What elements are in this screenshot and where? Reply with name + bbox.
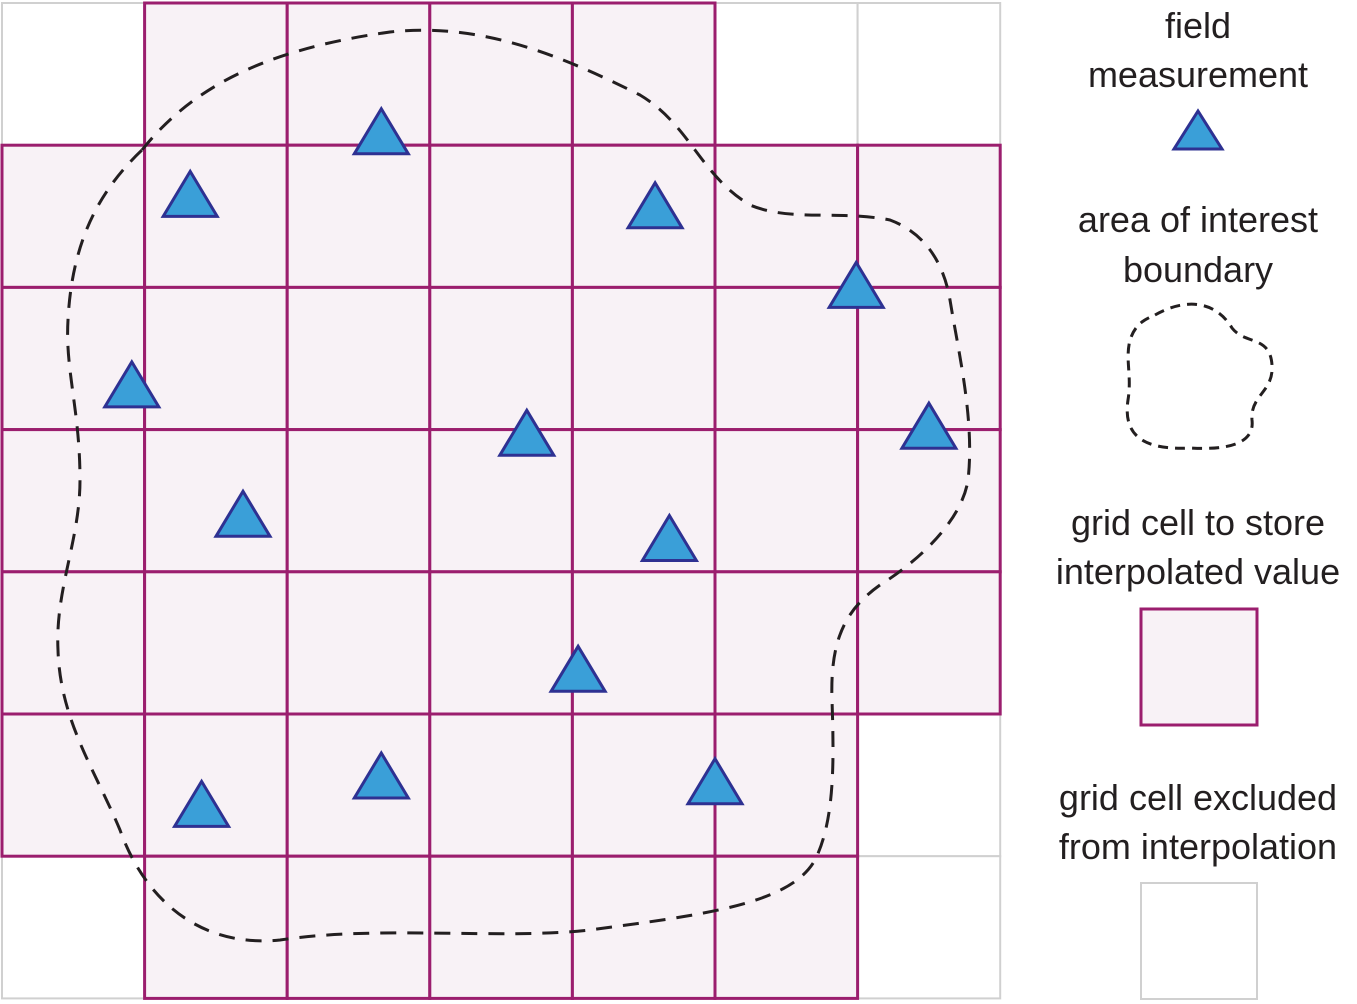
included-grid-cell bbox=[570, 428, 717, 574]
field-measurement-triangle bbox=[351, 105, 411, 156]
triangle-icon bbox=[1171, 108, 1225, 151]
included-grid-cell bbox=[428, 1, 574, 147]
legend-boundary-line1: area of interest bbox=[1078, 199, 1318, 240]
included-grid-cell bbox=[0, 143, 147, 289]
field-measurement-triangle bbox=[826, 259, 886, 309]
field-measurements-layer bbox=[102, 105, 959, 828]
included-grid-cell bbox=[285, 712, 432, 858]
legend-included-cell-line1: grid cell to store bbox=[1071, 502, 1325, 543]
included-grid-cell bbox=[428, 285, 574, 432]
included-grid-cell bbox=[0, 712, 147, 858]
included-cell-swatch bbox=[1139, 607, 1259, 727]
included-grid-cell bbox=[570, 712, 717, 858]
field-measurement-triangle bbox=[351, 750, 411, 800]
included-grid-cell bbox=[285, 285, 432, 432]
field-measurement-triangle bbox=[685, 755, 745, 806]
legend-field-measurement-line1: field bbox=[1165, 5, 1231, 46]
included-grid-cell bbox=[428, 570, 574, 716]
excluded-grid-cell bbox=[1, 2, 146, 147]
area-of-interest-boundary bbox=[56, 28, 972, 943]
legend-field-measurement-line2: measurement bbox=[1088, 54, 1308, 95]
included-grid-cell bbox=[713, 570, 860, 716]
included-grid-cell bbox=[143, 854, 289, 1000]
included-grid-cell bbox=[285, 570, 432, 716]
field-measurement-triangle bbox=[639, 512, 700, 562]
included-grid-cell bbox=[143, 570, 289, 716]
included-grid-cell bbox=[285, 1, 432, 147]
included-grid-cell bbox=[856, 143, 1002, 289]
included-grid-cell bbox=[143, 285, 289, 432]
included-grid-cell bbox=[570, 285, 717, 432]
included-grid-cell bbox=[0, 570, 147, 716]
legend-included-cell-line2: interpolated value bbox=[1056, 551, 1340, 592]
included-grid-cell bbox=[856, 570, 1002, 716]
legend-excluded-cell-line1: grid cell excluded bbox=[1059, 777, 1337, 818]
field-measurement-triangle bbox=[548, 643, 608, 693]
legend-excluded-cell-line2: from interpolation bbox=[1059, 826, 1337, 867]
field-measurement-triangle bbox=[171, 778, 232, 828]
field-measurement-triangle bbox=[899, 400, 959, 450]
dashed-blob-icon bbox=[1125, 302, 1274, 450]
included-grid-cell bbox=[0, 428, 147, 574]
included-grid-cell bbox=[428, 854, 574, 1000]
excluded-grid-cell bbox=[856, 2, 1002, 147]
excluded-grid-cell bbox=[856, 855, 1002, 1000]
included-grid-cell bbox=[285, 428, 432, 574]
included-grid-cell bbox=[713, 854, 860, 1000]
included-cells-layer bbox=[0, 1, 1002, 1000]
excluded-grid-cell bbox=[856, 713, 1002, 858]
included-grid-cell bbox=[285, 143, 432, 289]
excluded-grid-cell bbox=[1, 855, 146, 1000]
field-measurement-triangle bbox=[160, 168, 220, 218]
included-grid-cell bbox=[428, 712, 574, 858]
excluded-cells-layer bbox=[1, 2, 1002, 1000]
field-measurement-triangle bbox=[497, 407, 557, 457]
included-grid-cell bbox=[856, 428, 1002, 574]
included-grid-cell bbox=[143, 712, 289, 858]
included-grid-cell bbox=[713, 428, 860, 574]
field-measurement-triangle bbox=[213, 488, 273, 538]
field-measurement-triangle bbox=[625, 179, 685, 230]
legend-boundary-line2: boundary bbox=[1123, 249, 1273, 290]
included-grid-cell bbox=[713, 712, 860, 858]
included-grid-cell bbox=[285, 854, 432, 1000]
legend: field measurement area of interest bound… bbox=[1056, 5, 1340, 1000]
included-grid-cell bbox=[570, 854, 717, 1000]
excluded-grid-cell bbox=[714, 2, 859, 147]
excluded-cell-swatch bbox=[1140, 882, 1258, 1000]
included-grid-cell bbox=[428, 143, 574, 289]
field-measurement-triangle bbox=[102, 358, 162, 409]
included-grid-cell bbox=[143, 428, 289, 574]
